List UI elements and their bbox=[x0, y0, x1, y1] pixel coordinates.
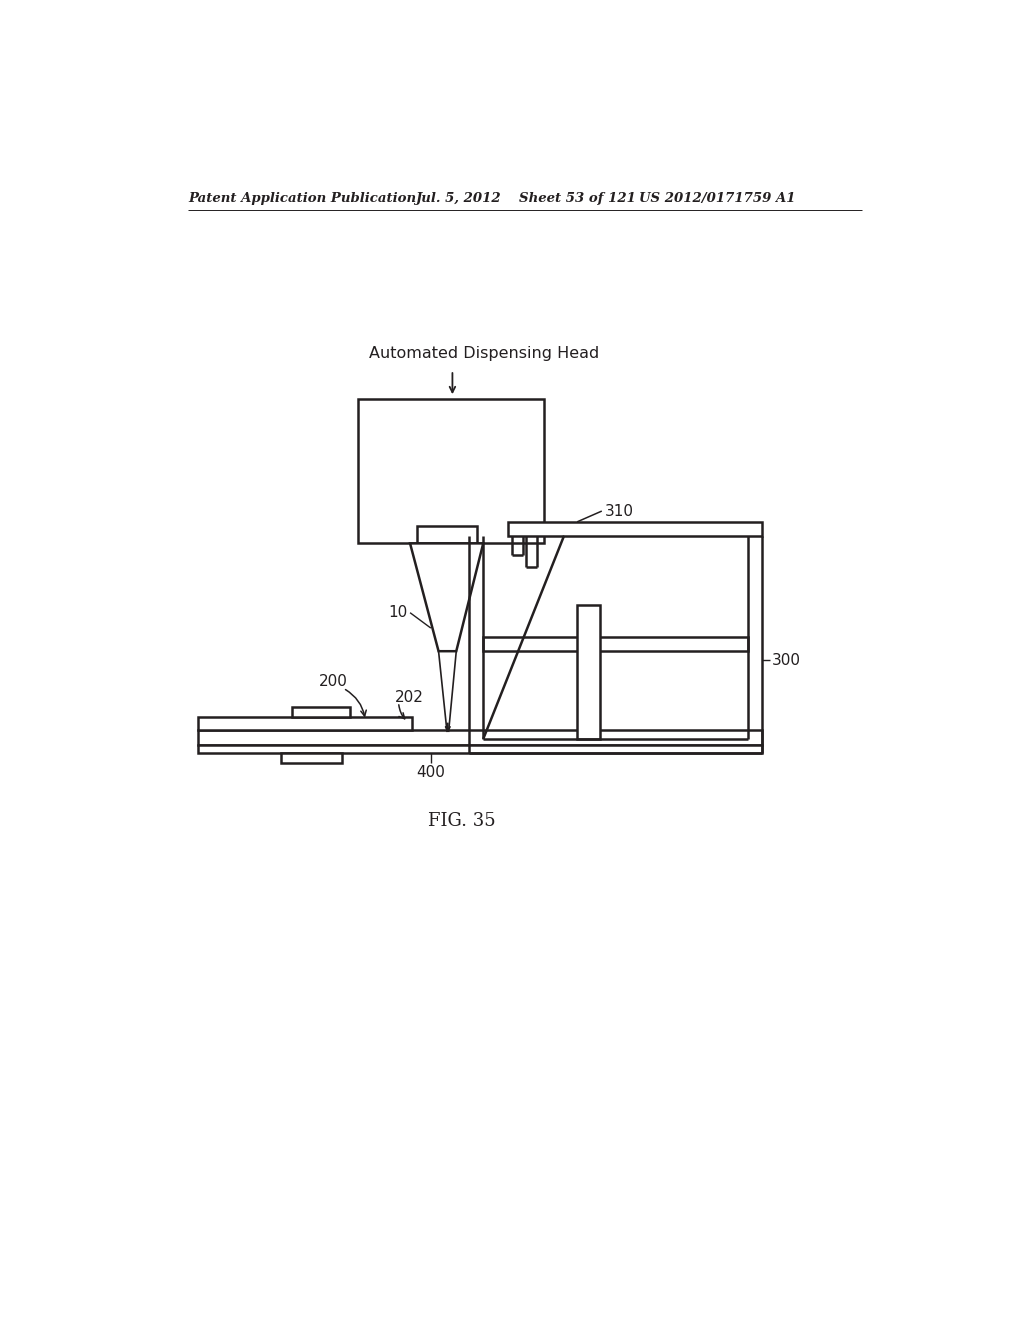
Bar bbox=[199, 744, 762, 752]
Text: 400: 400 bbox=[417, 766, 445, 780]
Bar bbox=[578, 605, 600, 739]
Text: 200: 200 bbox=[318, 675, 348, 689]
Bar bbox=[508, 521, 762, 536]
Bar bbox=[199, 717, 412, 730]
Bar bbox=[281, 752, 342, 763]
Text: Patent Application Publication: Patent Application Publication bbox=[188, 191, 417, 205]
Text: Automated Dispensing Head: Automated Dispensing Head bbox=[370, 346, 599, 360]
Bar bbox=[292, 708, 350, 717]
Text: 10: 10 bbox=[388, 605, 408, 620]
Text: 310: 310 bbox=[605, 503, 634, 519]
Polygon shape bbox=[410, 544, 483, 651]
Text: Sheet 53 of 121: Sheet 53 of 121 bbox=[519, 191, 636, 205]
Text: 300: 300 bbox=[772, 653, 801, 668]
Bar bbox=[417, 527, 477, 544]
Bar bbox=[199, 730, 762, 744]
Text: 202: 202 bbox=[394, 690, 424, 705]
Bar bbox=[483, 638, 749, 651]
Bar bbox=[357, 399, 544, 544]
Text: FIG. 35: FIG. 35 bbox=[428, 812, 496, 829]
Text: US 2012/0171759 A1: US 2012/0171759 A1 bbox=[639, 191, 796, 205]
Text: Jul. 5, 2012: Jul. 5, 2012 bbox=[416, 191, 501, 205]
